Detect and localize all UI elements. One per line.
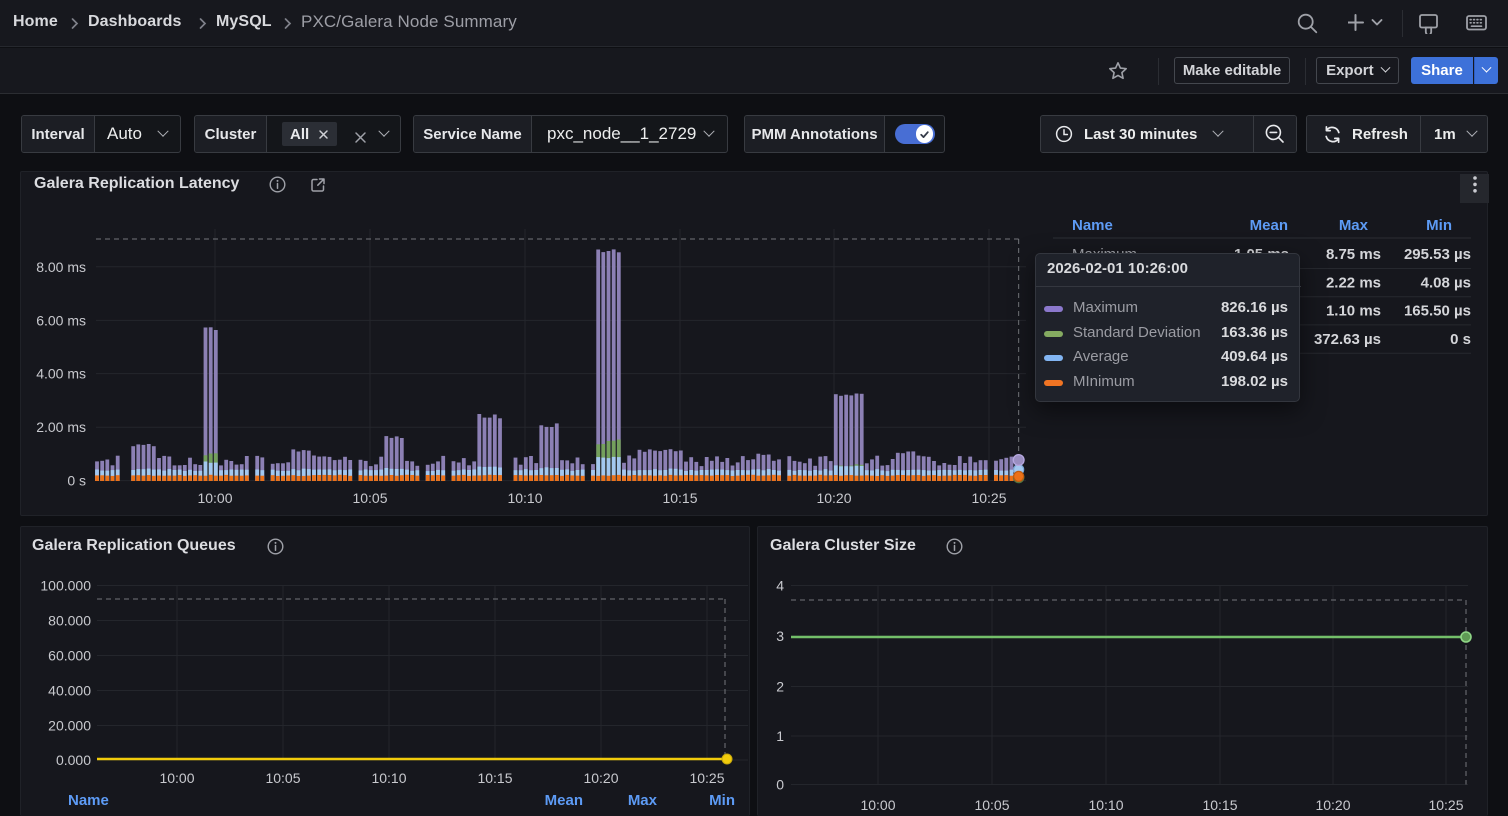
svg-text:295.53 µs: 295.53 µs bbox=[1404, 246, 1471, 263]
svg-text:10:05: 10:05 bbox=[265, 770, 300, 786]
svg-text:Mean: Mean bbox=[1250, 217, 1288, 234]
svg-text:10:10: 10:10 bbox=[371, 770, 406, 786]
svg-text:0 s: 0 s bbox=[67, 473, 86, 489]
svg-text:Max: Max bbox=[628, 792, 658, 809]
svg-text:10:00: 10:00 bbox=[197, 490, 232, 506]
svg-text:Min: Min bbox=[709, 792, 735, 809]
svg-text:10:25: 10:25 bbox=[1428, 797, 1463, 813]
svg-text:10:10: 10:10 bbox=[1088, 797, 1123, 813]
svg-text:4: 4 bbox=[776, 578, 784, 594]
svg-text:2: 2 bbox=[776, 679, 784, 695]
svg-text:10:05: 10:05 bbox=[352, 490, 387, 506]
svg-text:10:20: 10:20 bbox=[1315, 797, 1350, 813]
svg-text:Max: Max bbox=[1339, 217, 1369, 234]
svg-text:10:25: 10:25 bbox=[689, 770, 724, 786]
svg-text:3: 3 bbox=[776, 628, 784, 644]
svg-text:10:25: 10:25 bbox=[971, 490, 1006, 506]
svg-text:0.000: 0.000 bbox=[56, 752, 91, 768]
svg-text:2.22 ms: 2.22 ms bbox=[1326, 275, 1381, 292]
svg-text:Name: Name bbox=[1072, 217, 1113, 234]
svg-text:20.000: 20.000 bbox=[48, 718, 91, 734]
svg-text:80.000: 80.000 bbox=[48, 613, 91, 629]
svg-text:2.00 ms: 2.00 ms bbox=[36, 419, 86, 435]
svg-text:1: 1 bbox=[776, 728, 784, 744]
svg-text:6.00 ms: 6.00 ms bbox=[36, 312, 86, 328]
svg-text:165.50 µs: 165.50 µs bbox=[1404, 303, 1471, 320]
svg-text:0: 0 bbox=[776, 777, 784, 793]
svg-text:4.08 µs: 4.08 µs bbox=[1421, 275, 1471, 292]
svg-text:0 s: 0 s bbox=[1450, 331, 1471, 348]
svg-text:4.00 ms: 4.00 ms bbox=[36, 366, 86, 382]
svg-text:40.000: 40.000 bbox=[48, 683, 91, 699]
svg-text:8.75 ms: 8.75 ms bbox=[1326, 246, 1381, 263]
svg-text:372.63 µs: 372.63 µs bbox=[1314, 331, 1381, 348]
svg-text:1.10 ms: 1.10 ms bbox=[1326, 303, 1381, 320]
svg-text:10:15: 10:15 bbox=[1202, 797, 1237, 813]
svg-text:10:15: 10:15 bbox=[662, 490, 697, 506]
svg-text:10:00: 10:00 bbox=[159, 770, 194, 786]
svg-text:60.000: 60.000 bbox=[48, 648, 91, 664]
svg-text:10:00: 10:00 bbox=[860, 797, 895, 813]
svg-text:Name: Name bbox=[68, 792, 109, 809]
svg-text:10:05: 10:05 bbox=[974, 797, 1009, 813]
svg-text:10:15: 10:15 bbox=[477, 770, 512, 786]
svg-text:8.00 ms: 8.00 ms bbox=[36, 259, 86, 275]
svg-text:100.000: 100.000 bbox=[40, 578, 91, 594]
svg-text:Min: Min bbox=[1426, 217, 1452, 234]
svg-text:10:20: 10:20 bbox=[816, 490, 851, 506]
svg-text:10:20: 10:20 bbox=[583, 770, 618, 786]
svg-text:10:10: 10:10 bbox=[507, 490, 542, 506]
svg-text:Mean: Mean bbox=[545, 792, 583, 809]
